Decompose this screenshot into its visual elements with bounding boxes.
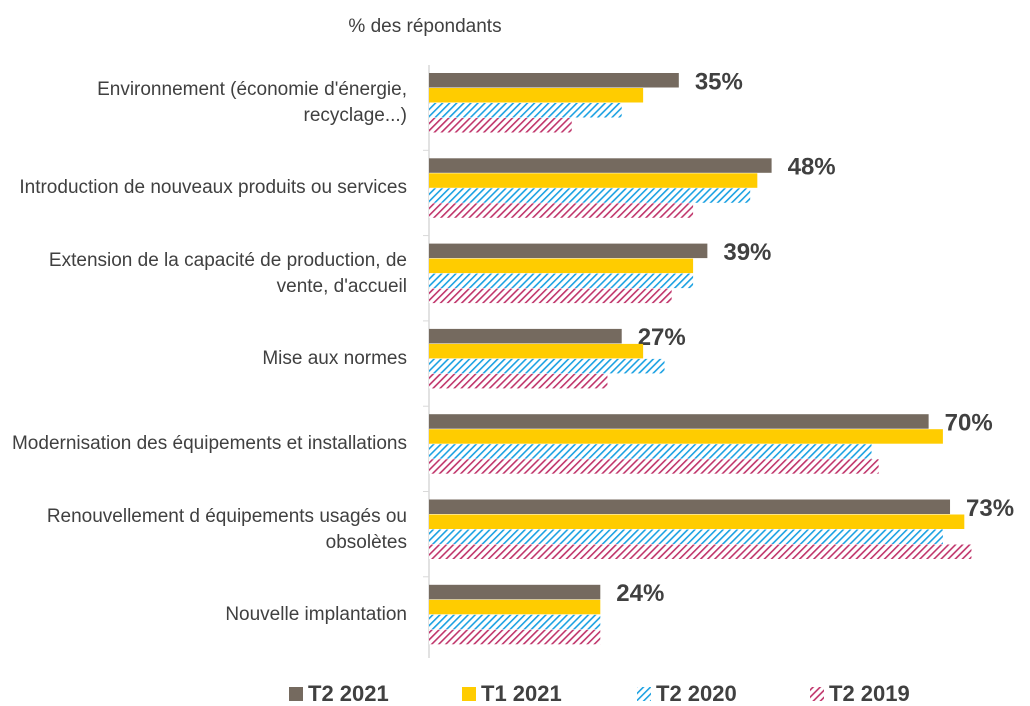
data-label: 27% (638, 324, 686, 351)
bar (429, 584, 601, 600)
legend-swatch (462, 687, 476, 701)
bar (429, 499, 951, 514)
legend-swatch (637, 687, 651, 701)
category-label: Mise aux normes (262, 347, 407, 369)
bar (429, 88, 644, 103)
legend-label: T2 2019 (829, 681, 910, 706)
category-label: Introduction de nouveaux produits ou ser… (19, 177, 407, 199)
data-label: 24% (616, 580, 664, 607)
bar (429, 614, 601, 630)
category-label: Modernisation des équipements et install… (11, 433, 407, 455)
bar (429, 258, 694, 274)
chart-title: % des répondants (348, 16, 501, 37)
bar (429, 358, 665, 374)
legend-swatch (810, 687, 824, 701)
bar (429, 173, 758, 188)
bar (429, 288, 672, 304)
bar (429, 599, 601, 615)
bar (429, 514, 965, 529)
data-label: 39% (723, 239, 771, 266)
bar (429, 328, 622, 344)
legend-label: T1 2021 (481, 681, 562, 706)
data-label: 35% (695, 68, 743, 95)
category-label: Nouvelle implantation (225, 603, 407, 625)
bar (429, 103, 622, 118)
data-label: 73% (966, 495, 1014, 522)
bar (429, 158, 772, 173)
legend-swatch (289, 687, 303, 701)
bar (429, 273, 694, 289)
bar (429, 118, 572, 133)
legend-label: T2 2021 (308, 681, 389, 706)
category-label: Extension de la capacité de production, … (48, 249, 407, 297)
bar (429, 429, 943, 444)
bar (429, 544, 972, 559)
bar (429, 343, 644, 359)
bar (429, 414, 929, 429)
bar (429, 444, 872, 459)
bar (429, 629, 601, 645)
category-label: Renouvellement d équipements usagés ou o… (46, 505, 407, 553)
data-label: 70% (945, 410, 993, 437)
bar (429, 459, 879, 474)
category-label: Environnement (économie d'énergie, recyc… (97, 79, 407, 126)
bar (429, 243, 708, 259)
data-label: 48% (788, 154, 836, 181)
bar (429, 203, 694, 218)
bar (429, 373, 608, 389)
legend-label: T2 2020 (656, 681, 737, 706)
bar (429, 529, 943, 544)
bar (429, 73, 679, 88)
bar (429, 188, 751, 203)
